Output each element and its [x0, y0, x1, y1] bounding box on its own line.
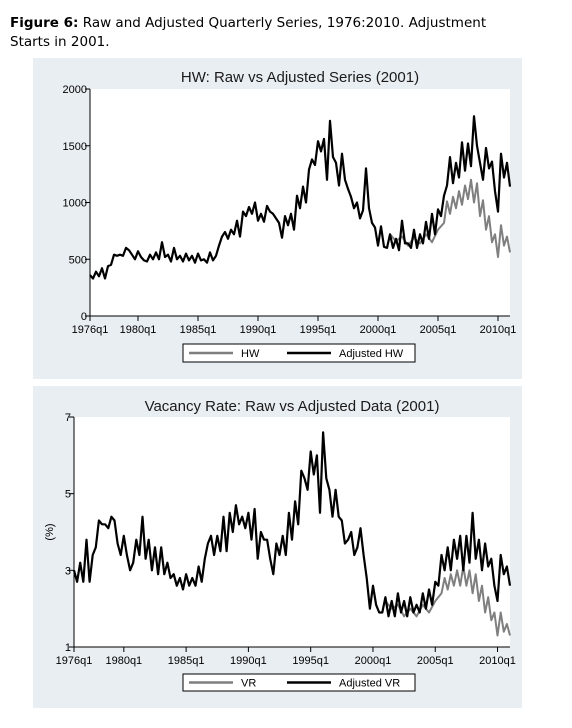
vr-x-tick-label: 1995q1 [292, 655, 329, 667]
hw-y-tick-label: 0 [81, 311, 87, 323]
hw-title: HW: Raw vs Adjusted Series (2001) [181, 69, 419, 86]
chart-panel-hw: HW: Raw vs Adjusted Series (2001) 0 500 100… [33, 58, 522, 379]
hw-series-line-raw [389, 178, 511, 258]
hw-y-tick-label: 1000 [63, 198, 87, 210]
hw-x-tick-label: 2010q1 [480, 324, 517, 336]
vr-x-tick-label: 1980q1 [105, 655, 142, 667]
hw-x-tick-label: 1995q1 [300, 324, 337, 336]
vr-legend-label: VR [241, 678, 256, 690]
hw-x-tick-label: 1976q1 [72, 324, 109, 336]
vr-series-line-raw [384, 565, 511, 637]
vr-x-tick-label: 1990q1 [230, 655, 267, 667]
hw-y-tick-label: 2000 [63, 84, 87, 96]
hw-x-tick-label: 1980q1 [120, 324, 157, 336]
vacancy-rate-chart: Vacancy Rate: Raw vs Adjusted Data (2001… [44, 398, 516, 692]
hw-x-tick-label: 2005q1 [420, 324, 457, 336]
vr-y-tick-label: 5 [65, 489, 71, 501]
vr-x-tick-label: 2005q1 [417, 655, 454, 667]
chart-panel-vacancy-rate: Vacancy Rate: Raw vs Adjusted Data (2001… [33, 386, 522, 708]
figure-label: Figure 6: [10, 15, 79, 31]
hw-y-tick-label: 1500 [63, 141, 87, 153]
vr-series-line-adjusted [72, 431, 512, 618]
vr-x-tick-label: 1985q1 [168, 655, 205, 667]
vr-x-tick-label: 1976q1 [56, 655, 93, 667]
vr-y-tick-label: 7 [65, 412, 71, 424]
vr-y-tick-label: 1 [65, 642, 71, 654]
hw-chart: HW: Raw vs Adjusted Series (2001) 0 500 100… [63, 69, 517, 363]
figure-caption-text: Raw and Adjusted Quarterly Series, 1976:… [10, 15, 487, 50]
hw-x-tick-label: 1985q1 [180, 324, 217, 336]
hw-legend-label: HW [241, 348, 260, 360]
vr-title: Vacancy Rate: Raw vs Adjusted Data (2001… [145, 398, 440, 415]
vr-x-tick-label: 2010q1 [479, 655, 516, 667]
hw-legend-label: Adjusted HW [339, 348, 404, 360]
vr-x-tick-label: 2000q1 [355, 655, 392, 667]
hw-y-tick-label: 500 [69, 254, 87, 266]
vr-legend-label: Adjusted VR [339, 678, 400, 690]
vr-y-tick-label: 3 [65, 565, 71, 577]
hw-series-line-adjusted [89, 115, 512, 280]
hw-x-tick-label: 2000q1 [360, 324, 397, 336]
vr-y-axis-label: (%) [44, 523, 56, 540]
figure-caption: Figure 6: Raw and Adjusted Quarterly Ser… [10, 14, 530, 52]
hw-x-tick-label: 1990q1 [240, 324, 277, 336]
